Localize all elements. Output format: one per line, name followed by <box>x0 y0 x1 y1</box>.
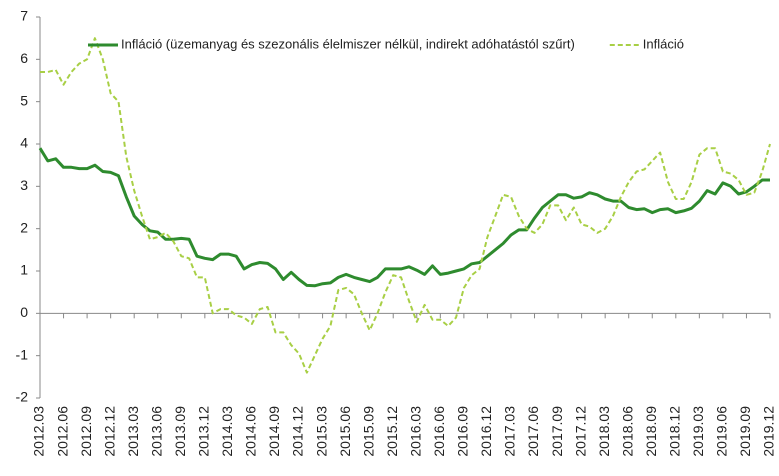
x-tick-label: 2016.12 <box>478 406 494 457</box>
x-tick-label: 2013.09 <box>172 406 188 457</box>
x-tick-label: 2017.03 <box>502 406 518 457</box>
y-tick-label: 7 <box>20 8 28 24</box>
series-line <box>40 37 771 374</box>
x-tick-label: 2015.03 <box>313 406 329 457</box>
x-tick-label: 2019.12 <box>761 406 777 457</box>
y-tick-label: 5 <box>20 92 28 108</box>
x-tick-label: 2016.06 <box>431 406 447 457</box>
x-tick-label: 2014.06 <box>243 406 259 457</box>
y-tick-label: -2 <box>16 389 29 405</box>
x-tick-label: 2013.03 <box>125 406 141 457</box>
y-tick-label: 4 <box>20 135 28 151</box>
x-tick-label: 2012.06 <box>54 406 70 457</box>
x-tick-label: 2013.12 <box>196 406 212 457</box>
y-tick-label: 3 <box>20 177 28 193</box>
series-line <box>38 147 770 288</box>
y-tick-label: 2 <box>20 219 28 235</box>
legend-label: Infláció (üzemanyag és szezonális élelmi… <box>121 36 575 51</box>
x-tick-label: 2017.09 <box>549 406 565 457</box>
legend-label: Infláció <box>643 36 684 51</box>
y-tick-label: 1 <box>20 262 28 278</box>
x-tick-label: 2016.03 <box>407 406 423 457</box>
x-tick-label: 2015.06 <box>337 406 353 457</box>
x-tick-label: 2018.09 <box>643 406 659 457</box>
x-tick-label: 2012.12 <box>101 406 117 457</box>
x-tick-label: 2012.09 <box>78 406 94 457</box>
x-tick-label: 2018.12 <box>667 406 683 457</box>
y-tick-label: 6 <box>20 50 28 66</box>
y-tick-label: 0 <box>20 304 28 320</box>
x-tick-label: 2017.12 <box>572 406 588 457</box>
x-tick-label: 2015.09 <box>360 406 376 457</box>
x-tick-label: 2017.06 <box>525 406 541 457</box>
x-tick-label: 2018.06 <box>619 406 635 457</box>
x-tick-label: 2015.12 <box>384 406 400 457</box>
x-tick-label: 2013.06 <box>148 406 164 457</box>
x-tick-label: 2019.09 <box>737 406 753 457</box>
x-tick-label: 2014.12 <box>290 406 306 457</box>
x-tick-label: 2016.09 <box>455 406 471 457</box>
x-tick-label: 2019.03 <box>690 406 706 457</box>
x-tick-label: 2019.06 <box>714 406 730 457</box>
x-tick-label: 2014.09 <box>266 406 282 457</box>
x-tick-label: 2018.03 <box>596 406 612 457</box>
x-tick-label: 2012.03 <box>31 406 47 457</box>
x-tick-label: 2014.03 <box>219 406 235 457</box>
y-tick-label: -1 <box>16 346 29 362</box>
